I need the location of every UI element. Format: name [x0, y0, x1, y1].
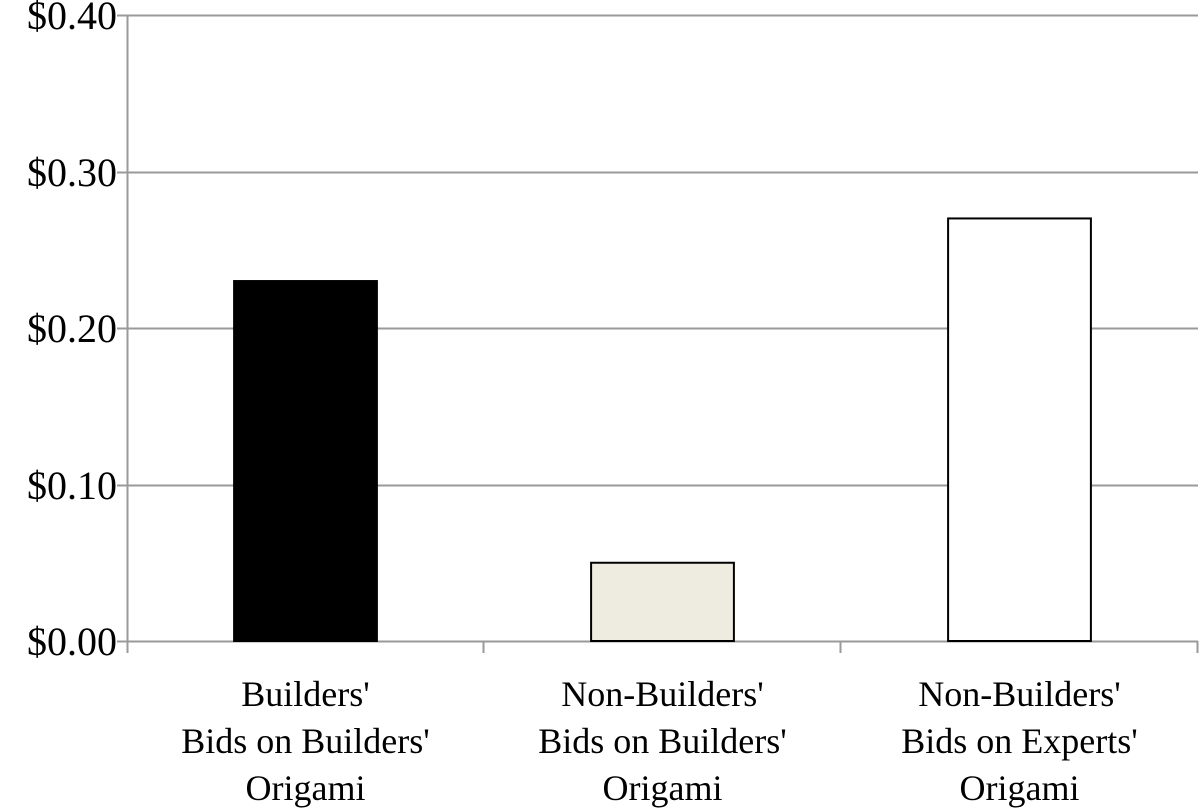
x-category-label: Bids on Experts' — [901, 721, 1137, 761]
x-category-label: Non-Builders' — [561, 674, 763, 714]
x-category-label: Non-Builders' — [918, 674, 1120, 714]
labels: $0.00 $0.10 $0.20 $0.30 $0.40 Builders' Bids o… — [27, 0, 1138, 808]
y-tick-label: $0.30 — [27, 150, 117, 195]
bar — [590, 561, 735, 642]
x-category-label: Bids on Builders' — [538, 721, 787, 761]
bar — [233, 280, 378, 642]
bars — [233, 217, 1092, 642]
x-category-label: Origami — [960, 768, 1080, 808]
x-category-label: Builders' — [241, 674, 369, 714]
bar — [947, 217, 1092, 642]
x-category-label: Origami — [246, 768, 366, 808]
x-category-label: Bids on Builders' — [181, 721, 430, 761]
y-tick-label: $0.40 — [27, 0, 117, 38]
x-category-label: Origami — [603, 768, 723, 808]
y-tick-label: $0.00 — [27, 619, 117, 664]
y-tick-label: $0.10 — [27, 463, 117, 508]
y-tick-label: $0.20 — [27, 306, 117, 351]
